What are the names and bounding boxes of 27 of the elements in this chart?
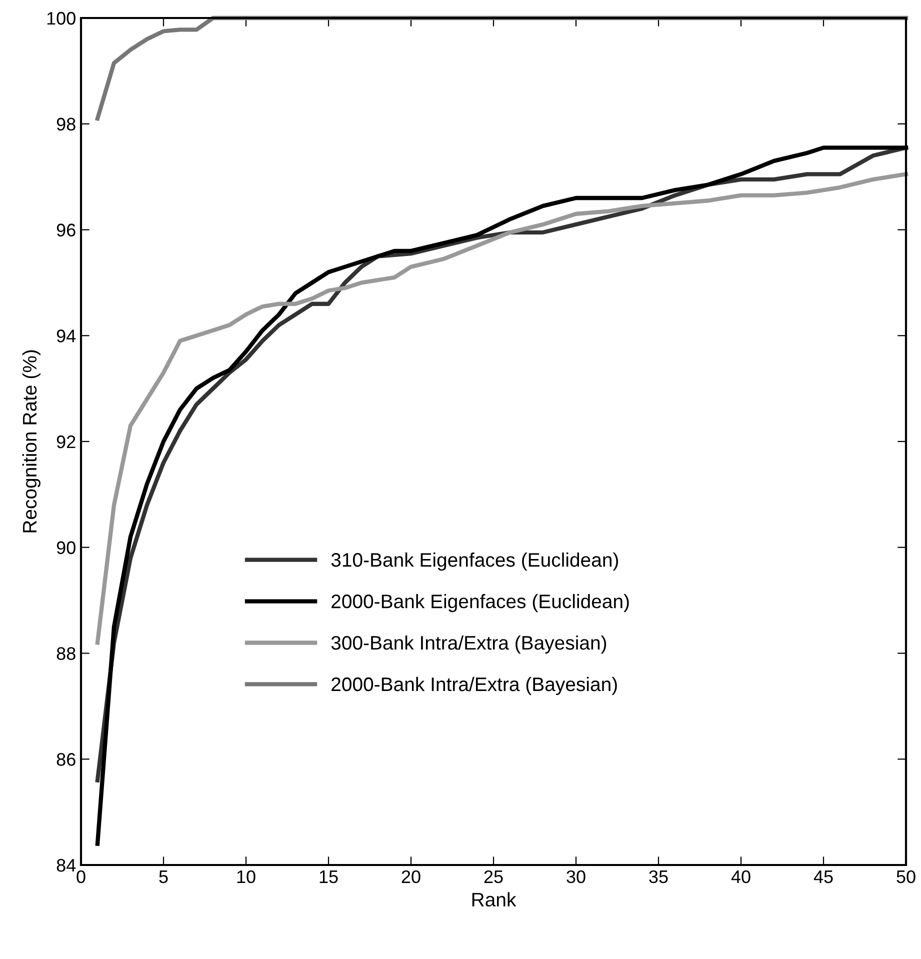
x-tick-label: 25 xyxy=(484,870,503,884)
x-tick-label: 45 xyxy=(814,870,833,884)
legend-label: 300-Bank Intra/Extra (Bayesian) xyxy=(331,635,606,654)
y-tick-label: 92 xyxy=(56,435,76,448)
y-tick-label: 94 xyxy=(56,330,76,342)
x-tick-label: 35 xyxy=(649,870,668,884)
x-tick-label: 5 xyxy=(159,870,168,884)
x-tick-label: 40 xyxy=(731,870,750,884)
y-tick-label: 100 xyxy=(47,12,76,25)
y-tick-label: 86 xyxy=(56,753,76,766)
legend-label: 2000-Bank Intra/Extra (Bayesian) xyxy=(332,676,617,696)
line-series xyxy=(95,16,908,121)
x-tick-label: 30 xyxy=(566,870,586,884)
y-axis-title: Recognition Rate (%) xyxy=(22,350,40,532)
legend-label: 310-Bank Eigenfaces (Euclidean) xyxy=(331,552,618,571)
x-tick-label: 20 xyxy=(402,870,420,884)
x-tick-label: 15 xyxy=(320,870,338,884)
y-tick-label: 84 xyxy=(56,858,76,872)
y-tick-label: 98 xyxy=(56,118,76,131)
x-tick-label: 50 xyxy=(896,870,916,884)
x-tick-label: 10 xyxy=(237,870,256,884)
y-tick-label: 88 xyxy=(56,647,76,660)
legend-label: 2000-Bank Eigenfaces (Euclidean) xyxy=(332,594,629,612)
y-tick-label: 90 xyxy=(56,541,76,554)
x-axis-title: Rank xyxy=(472,892,516,907)
y-tick-label: 96 xyxy=(56,224,76,236)
x-tick-label: 0 xyxy=(76,870,86,884)
